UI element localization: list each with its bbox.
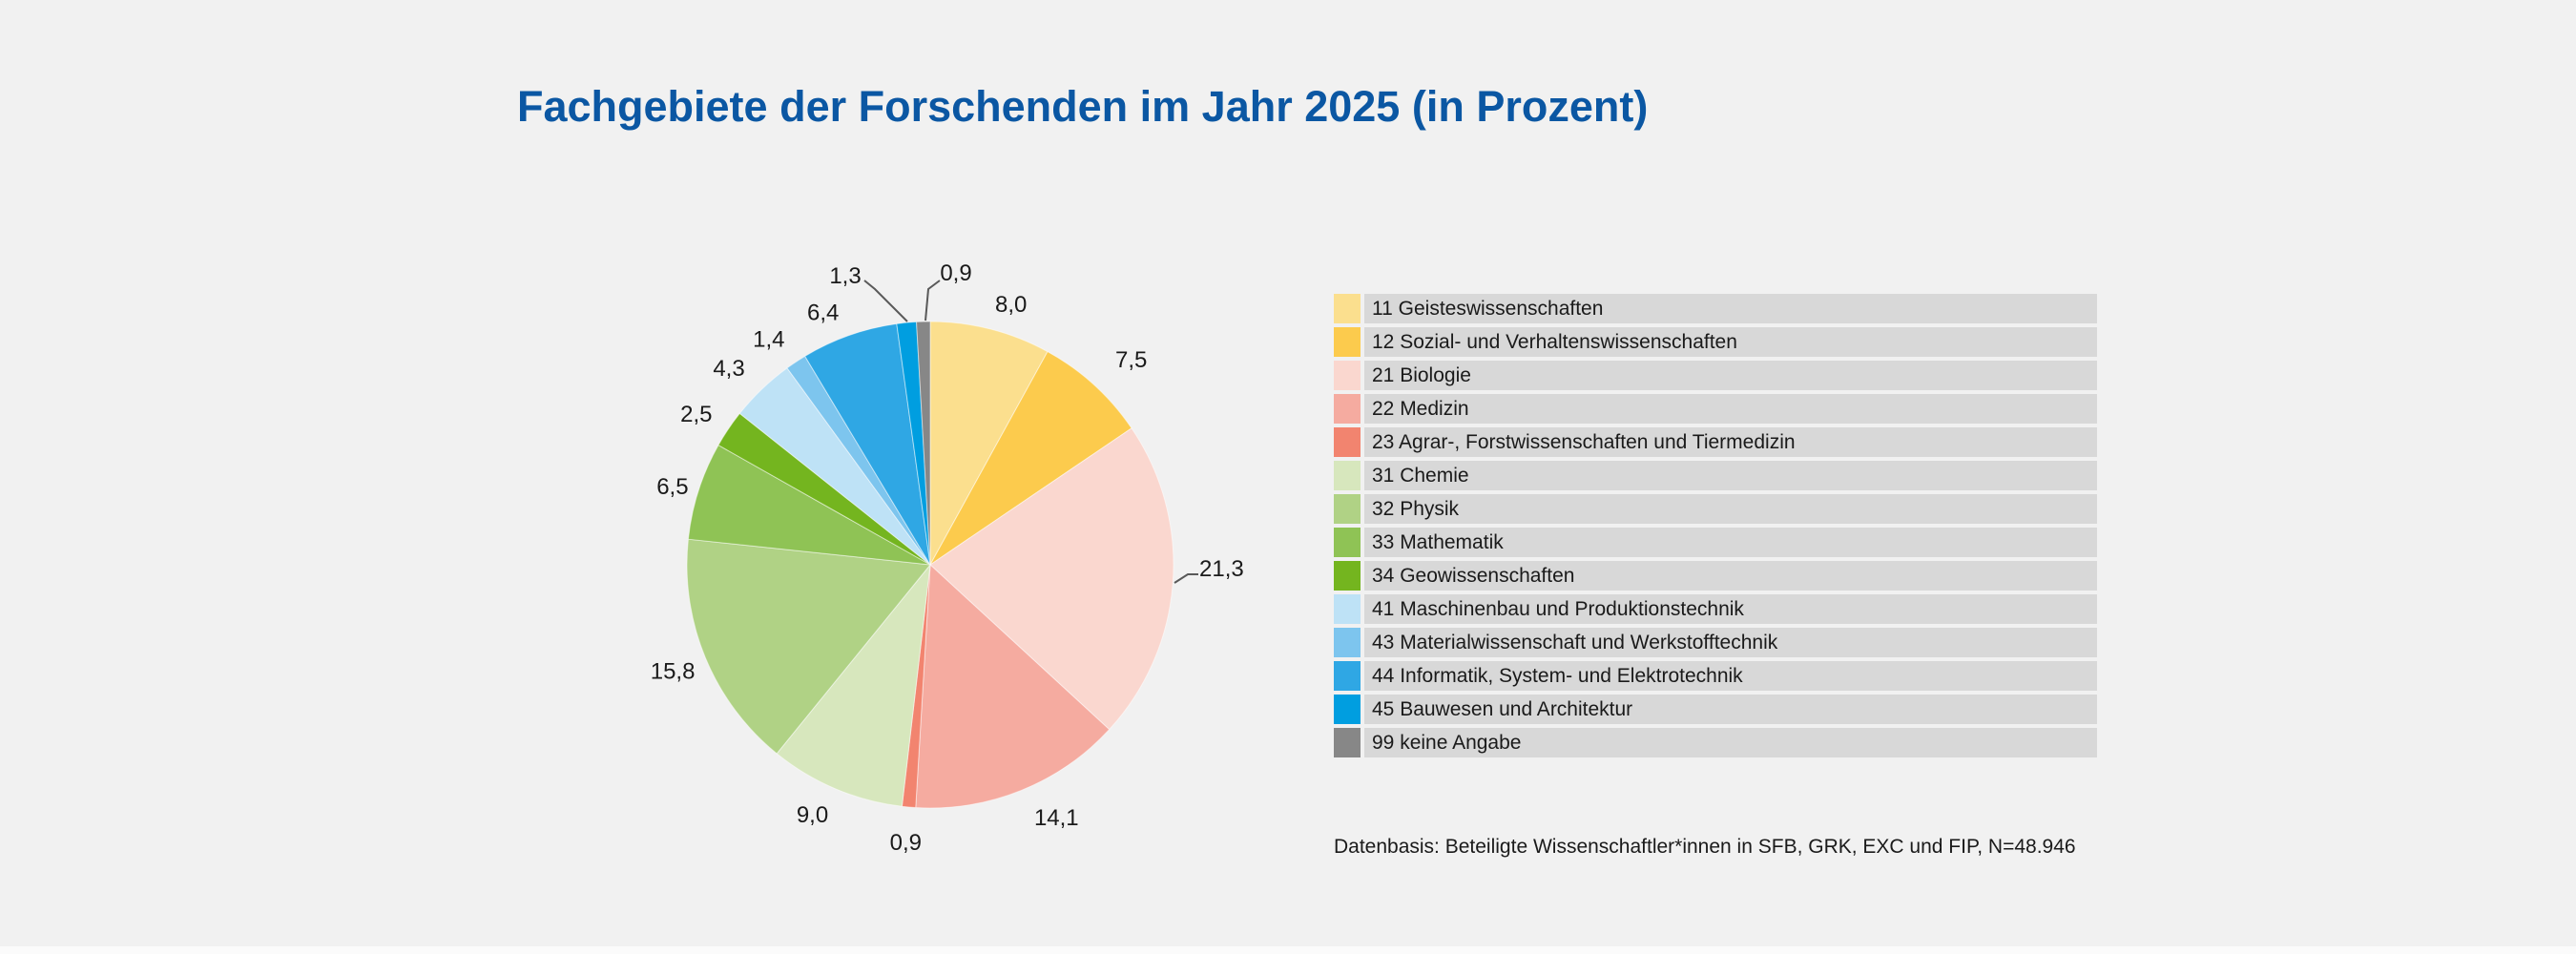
legend-bar-31: 31 Chemie xyxy=(1364,461,2097,490)
legend-item-44: 44 Informatik, System- und Elektrotechni… xyxy=(1334,661,2097,691)
legend-label-44: 44 Informatik, System- und Elektrotechni… xyxy=(1372,664,1743,687)
legend-bar-43: 43 Materialwissenschaft und Werkstofftec… xyxy=(1364,628,2097,657)
legend-label-23: 23 Agrar-, Forstwissenschaften und Tierm… xyxy=(1372,430,1796,453)
legend-swatch-32 xyxy=(1334,494,1361,524)
legend-item-23: 23 Agrar-, Forstwissenschaften und Tierm… xyxy=(1334,427,2097,457)
data-source-note: Datenbasis: Beteiligte Wissenschaftler*i… xyxy=(1334,836,2076,858)
legend-swatch-12 xyxy=(1334,327,1361,357)
legend-item-31: 31 Chemie xyxy=(1334,461,2097,490)
slice-value-label-11: 8,0 xyxy=(995,292,1027,318)
legend-swatch-33 xyxy=(1334,528,1361,557)
slice-value-label-41: 4,3 xyxy=(713,356,744,382)
legend-label-34: 34 Geowissenschaften xyxy=(1372,564,1575,587)
pie-slice-32 xyxy=(686,538,931,755)
legend-swatch-45 xyxy=(1334,695,1361,724)
legend-swatch-99 xyxy=(1334,728,1361,757)
legend-label-12: 12 Sozial- und Verhaltenswissenschaften xyxy=(1372,330,1737,353)
leader-line-45 xyxy=(863,280,908,322)
slice-value-label-23: 0,9 xyxy=(890,830,922,856)
legend-item-12: 12 Sozial- und Verhaltenswissenschaften xyxy=(1334,327,2097,357)
slice-value-label-33: 6,5 xyxy=(656,474,688,500)
slice-value-label-21: 21,3 xyxy=(1199,556,1244,582)
leader-line-21 xyxy=(1174,573,1198,584)
legend-item-99: 99 keine Angabe xyxy=(1334,728,2097,757)
legend-item-21: 21 Biologie xyxy=(1334,361,2097,390)
legend: 11 Geisteswissenschaften 12 Sozial- und V… xyxy=(1334,294,2097,761)
legend-item-41: 41 Maschinenbau und Produktionstechnik xyxy=(1334,594,2097,624)
legend-swatch-22 xyxy=(1334,394,1361,424)
legend-bar-45: 45 Bauwesen und Architektur xyxy=(1364,695,2097,724)
slice-value-label-31: 9,0 xyxy=(797,802,828,828)
slice-value-label-12: 7,5 xyxy=(1115,347,1147,373)
pie-slice-11 xyxy=(929,321,1049,566)
legend-label-41: 41 Maschinenbau und Produktionstechnik xyxy=(1372,597,1744,620)
legend-item-11: 11 Geisteswissenschaften xyxy=(1334,294,2097,323)
pie-slice-99 xyxy=(916,321,931,566)
legend-bar-12: 12 Sozial- und Verhaltenswissenschaften xyxy=(1364,327,2097,357)
legend-swatch-44 xyxy=(1334,661,1361,691)
pie-slice-21 xyxy=(929,427,1174,731)
slice-value-label-45: 1,3 xyxy=(829,263,861,289)
legend-label-33: 33 Mathematik xyxy=(1372,530,1504,553)
legend-bar-32: 32 Physik xyxy=(1364,494,2097,524)
legend-bar-11: 11 Geisteswissenschaften xyxy=(1364,294,2097,323)
legend-label-22: 22 Medizin xyxy=(1372,397,1469,420)
legend-label-11: 11 Geisteswissenschaften xyxy=(1372,297,1604,320)
legend-swatch-34 xyxy=(1334,561,1361,591)
legend-bar-22: 22 Medizin xyxy=(1364,394,2097,424)
legend-bar-99: 99 keine Angabe xyxy=(1364,728,2097,757)
pie-slice-22 xyxy=(915,563,1111,809)
legend-swatch-21 xyxy=(1334,361,1361,390)
legend-bar-21: 21 Biologie xyxy=(1364,361,2097,390)
legend-swatch-31 xyxy=(1334,461,1361,490)
legend-label-43: 43 Materialwissenschaft und Werkstofftec… xyxy=(1372,631,1778,653)
legend-label-21: 21 Biologie xyxy=(1372,363,1471,386)
pie-chart: 8,0 7,5 21,3 14,1 0,9 9,0 15,8 6,5 2,54,3 1,4 6,4 1… xyxy=(651,260,1244,856)
legend-bar-41: 41 Maschinenbau und Produktionstechnik xyxy=(1364,594,2097,624)
bottom-edge-strip xyxy=(0,946,2576,954)
pie-slice-12 xyxy=(929,350,1132,566)
legend-label-32: 32 Physik xyxy=(1372,497,1460,520)
legend-bar-44: 44 Informatik, System- und Elektrotechni… xyxy=(1364,661,2097,691)
legend-swatch-23 xyxy=(1334,427,1361,457)
pie-chart-area: 8,0 7,5 21,3 14,1 0,9 9,0 15,8 6,5 2,5 4,3 1,4 6,4 1… xyxy=(611,238,1298,906)
slice-value-label-43: 1,4 xyxy=(753,327,784,353)
legend-bar-33: 33 Mathematik xyxy=(1364,528,2097,557)
legend-item-32: 32 Physik xyxy=(1334,494,2097,524)
pie-slice-31 xyxy=(776,563,931,807)
leader-line-99 xyxy=(924,280,941,321)
legend-swatch-41 xyxy=(1334,594,1361,624)
chart-title: Fachgebiete der Forschenden im Jahr 2025… xyxy=(517,82,1649,131)
legend-item-34: 34 Geowissenschaften xyxy=(1334,561,2097,591)
legend-bar-34: 34 Geowissenschaften xyxy=(1364,561,2097,591)
legend-label-31: 31 Chemie xyxy=(1372,464,1469,487)
slice-value-label-22: 14,1 xyxy=(1034,805,1079,831)
slice-value-label-44: 6,4 xyxy=(807,301,839,326)
slice-value-label-32: 15,8 xyxy=(651,658,696,684)
legend-swatch-11 xyxy=(1334,294,1361,323)
legend-label-99: 99 keine Angabe xyxy=(1372,731,1522,754)
legend-bar-23: 23 Agrar-, Forstwissenschaften und Tierm… xyxy=(1364,427,2097,457)
legend-swatch-43 xyxy=(1334,628,1361,657)
legend-label-45: 45 Bauwesen und Architektur xyxy=(1372,697,1633,720)
legend-item-22: 22 Medizin xyxy=(1334,394,2097,424)
legend-item-43: 43 Materialwissenschaft und Werkstofftec… xyxy=(1334,628,2097,657)
legend-item-33: 33 Mathematik xyxy=(1334,528,2097,557)
slice-value-label-34: 2,5 xyxy=(680,402,712,427)
slice-value-label-99: 0,9 xyxy=(940,260,971,286)
legend-item-45: 45 Bauwesen und Architektur xyxy=(1334,695,2097,724)
